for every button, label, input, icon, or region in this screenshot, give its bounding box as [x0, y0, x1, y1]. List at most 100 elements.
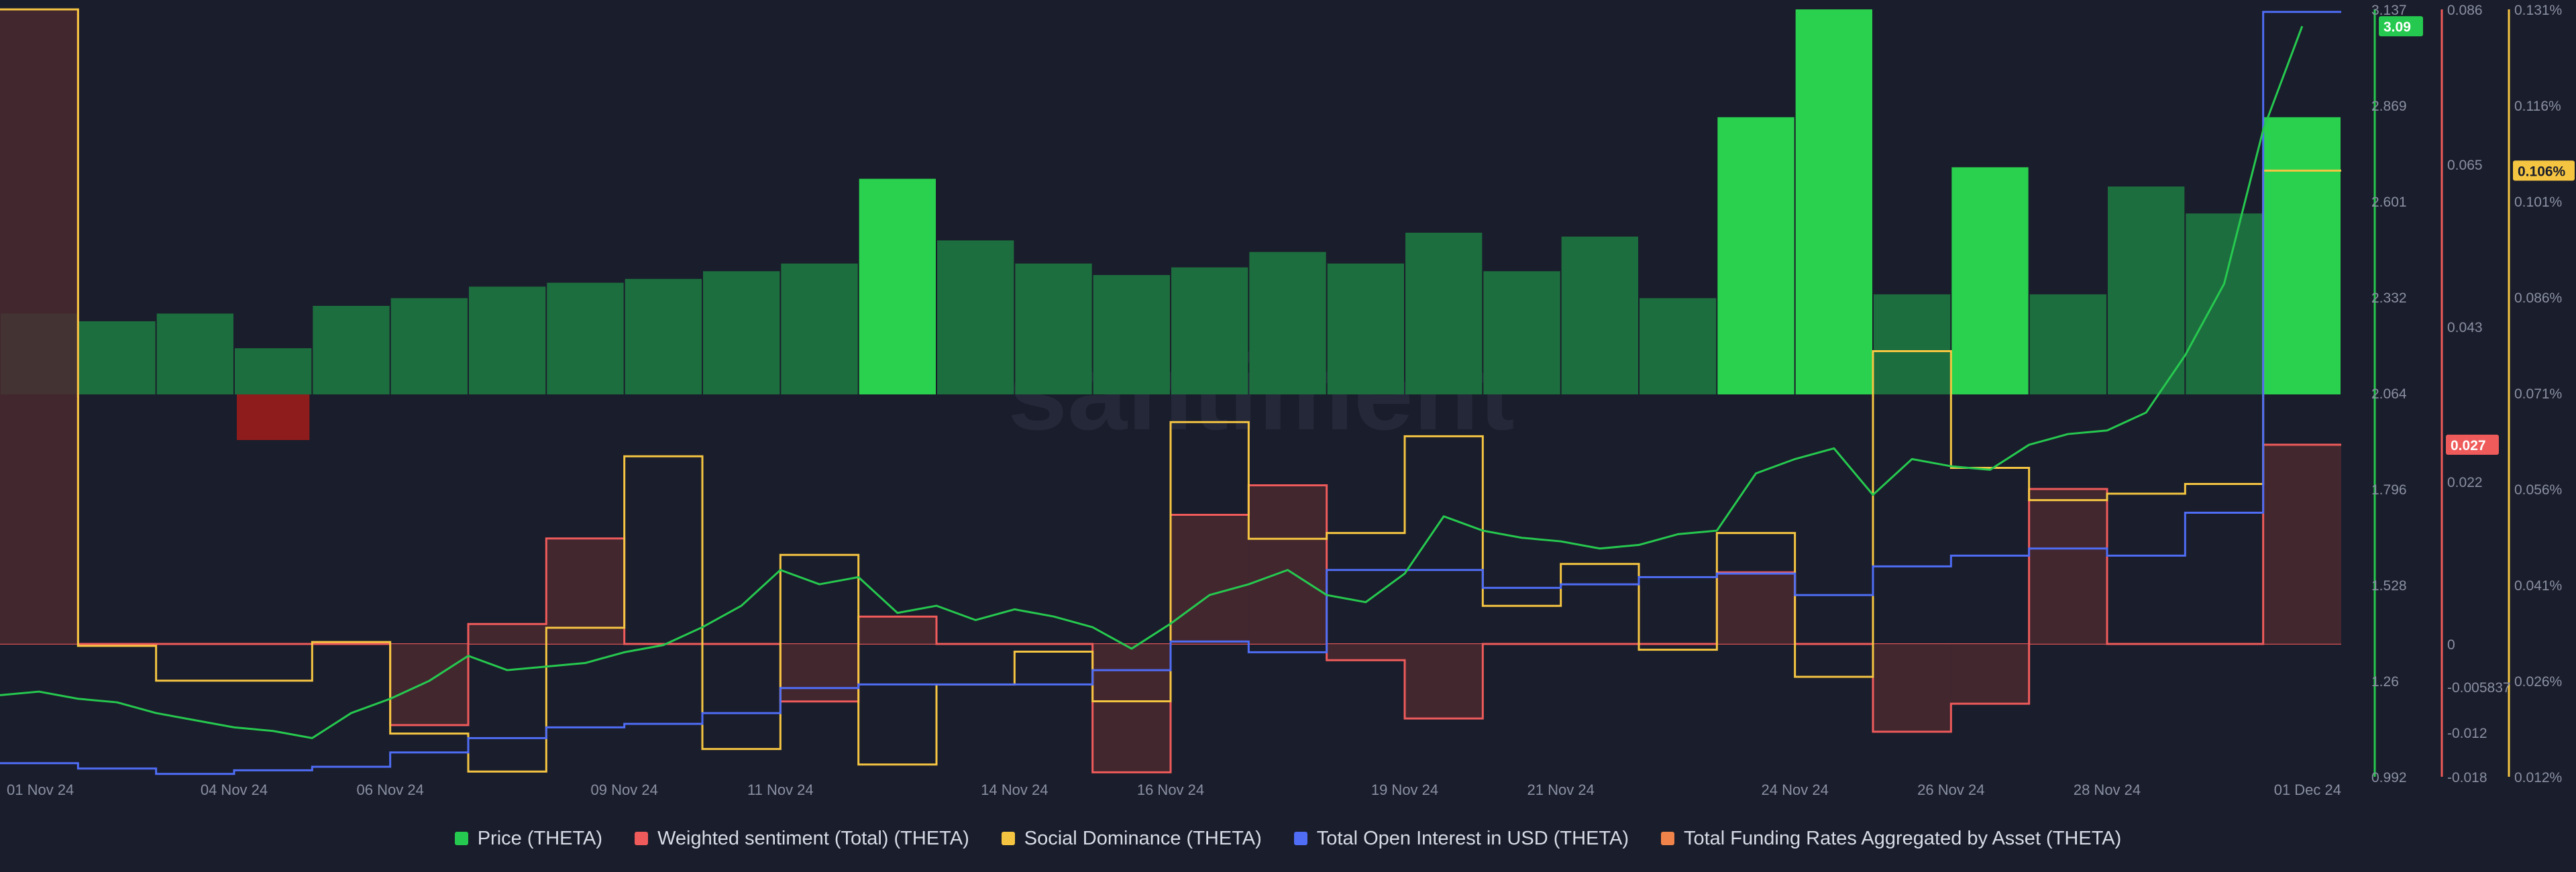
sentiment-tick: 0.065	[2447, 158, 2483, 173]
price-bar	[1015, 263, 1092, 394]
sentiment-current-badge: 0.027	[2451, 438, 2486, 453]
legend-label: Social Dominance (THETA)	[1024, 827, 1262, 849]
sentiment-area	[1951, 644, 2029, 704]
price-bar	[469, 286, 546, 394]
open-interest-line	[0, 11, 2341, 775]
x-tick-label: 26 Nov 24	[1917, 781, 1984, 798]
chart-legend: Price (THETA) Weighted sentiment (Total) …	[0, 824, 2576, 853]
sentiment-tick: 0	[2447, 637, 2455, 653]
dominance-tick: 0.056%	[2514, 482, 2562, 498]
price-bar	[1874, 294, 1951, 394]
legend-swatch	[1001, 832, 1015, 845]
sentiment-tick: 0.043	[2447, 320, 2483, 335]
price-bar	[78, 321, 156, 394]
dominance-tick: 0.012%	[2514, 770, 2562, 785]
price-bar	[1951, 167, 2029, 394]
x-tick-label: 01 Dec 24	[2274, 781, 2341, 798]
sentiment-area	[2263, 445, 2341, 644]
sentiment-tick: 0.086	[2447, 3, 2483, 18]
legend-item-sentiment[interactable]: Weighted sentiment (Total) (THETA)	[635, 828, 969, 850]
sentiment-area	[1092, 644, 1171, 773]
price-bar	[2263, 117, 2341, 394]
price-tick: 0.992	[2371, 770, 2407, 785]
x-tick-label: 06 Nov 24	[357, 781, 424, 798]
x-tick-label: 09 Nov 24	[591, 781, 658, 798]
sentiment-tick: -0.005837	[2447, 680, 2511, 696]
dominance-tick: 0.071%	[2514, 386, 2562, 402]
x-tick-label: 21 Nov 24	[1527, 781, 1595, 798]
sentiment-tick: -0.012	[2447, 726, 2487, 741]
price-bar	[781, 263, 858, 394]
price-bar	[1483, 271, 1560, 394]
sentiment-area	[0, 9, 78, 644]
price-tick: 2.064	[2371, 386, 2407, 402]
price-bar	[1640, 298, 1717, 394]
price-bar	[547, 282, 624, 394]
price-current-badge-bg	[2379, 16, 2423, 37]
legend-label: Weighted sentiment (Total) (THETA)	[657, 827, 969, 849]
price-bar	[1561, 236, 1638, 394]
price-bar	[2186, 213, 2263, 394]
price-bar	[1327, 263, 1404, 394]
price-bar	[235, 348, 312, 394]
sentiment-current-badge-bg	[2446, 435, 2499, 455]
legend-label: Price (THETA)	[477, 827, 603, 849]
price-bar	[2108, 186, 2185, 394]
dominance-current-badge-bg	[2513, 160, 2575, 181]
price-bar	[1795, 9, 1872, 394]
dominance-current-badge: 0.106%	[2518, 164, 2566, 179]
legend-swatch	[1293, 832, 1307, 845]
price-bar	[1717, 117, 1794, 394]
dominance-tick: 0.086%	[2514, 290, 2562, 306]
legend-item-funding[interactable]: Total Funding Rates Aggregated by Asset …	[1660, 827, 2122, 850]
dominance-tick: 0.101%	[2514, 195, 2562, 210]
price-bar	[625, 278, 702, 394]
sentiment-area	[858, 616, 936, 644]
x-tick-label: 01 Nov 24	[7, 781, 74, 798]
legend-item-price[interactable]: Price (THETA)	[454, 827, 603, 850]
negative-bar	[237, 394, 310, 440]
dominance-tick: 0.131%	[2514, 3, 2562, 18]
x-tick-label: 28 Nov 24	[2074, 781, 2141, 798]
legend-swatch	[635, 832, 649, 845]
sentiment-area	[546, 538, 625, 644]
price-bar	[313, 305, 390, 394]
legend-label: Total Funding Rates Aggregated by Asset …	[1683, 827, 2122, 849]
price-tick: 3.137	[2371, 3, 2407, 18]
price-tick: 2.332	[2371, 290, 2407, 306]
dominance-tick: 0.026%	[2514, 674, 2562, 690]
price-bar	[859, 178, 936, 394]
sentiment-area	[1326, 644, 1405, 661]
chart-svg: santiment 3.1372.8692.6012.3322.0641.796…	[0, 3, 2575, 798]
x-tick-label: 14 Nov 24	[981, 781, 1048, 798]
price-tick: 1.796	[2371, 482, 2407, 498]
price-tick: 2.869	[2371, 99, 2407, 114]
sentiment-area	[1717, 572, 1795, 644]
price-bar	[390, 298, 468, 394]
x-tick-label: 16 Nov 24	[1137, 781, 1204, 798]
legend-swatch	[1660, 832, 1674, 845]
price-tick: 1.528	[2371, 578, 2407, 594]
price-bar	[1171, 267, 1248, 394]
legend-item-open_interest[interactable]: Total Open Interest in USD (THETA)	[1293, 827, 1629, 850]
price-tick: 2.601	[2371, 195, 2407, 210]
dominance-line	[0, 8, 2341, 773]
price-bar	[2029, 294, 2106, 394]
sentiment-area	[1171, 514, 1249, 644]
legend-label: Total Open Interest in USD (THETA)	[1316, 827, 1629, 849]
price-bar	[937, 240, 1014, 394]
price-line	[0, 25, 2304, 739]
sentiment-area	[1405, 644, 1483, 719]
x-tick-label: 04 Nov 24	[201, 781, 268, 798]
legend-item-dominance[interactable]: Social Dominance (THETA)	[1001, 827, 1262, 850]
sentiment-area	[390, 644, 468, 725]
x-tick-label: 24 Nov 24	[1762, 781, 1829, 798]
sentiment-line	[0, 8, 2341, 773]
sentiment-tick: 0.022	[2447, 475, 2483, 490]
dominance-tick: 0.041%	[2514, 578, 2562, 594]
price-bar	[1249, 252, 1326, 394]
legend-swatch	[454, 832, 468, 845]
price-bar	[703, 271, 780, 394]
sentiment-tick: -0.018	[2447, 770, 2487, 785]
